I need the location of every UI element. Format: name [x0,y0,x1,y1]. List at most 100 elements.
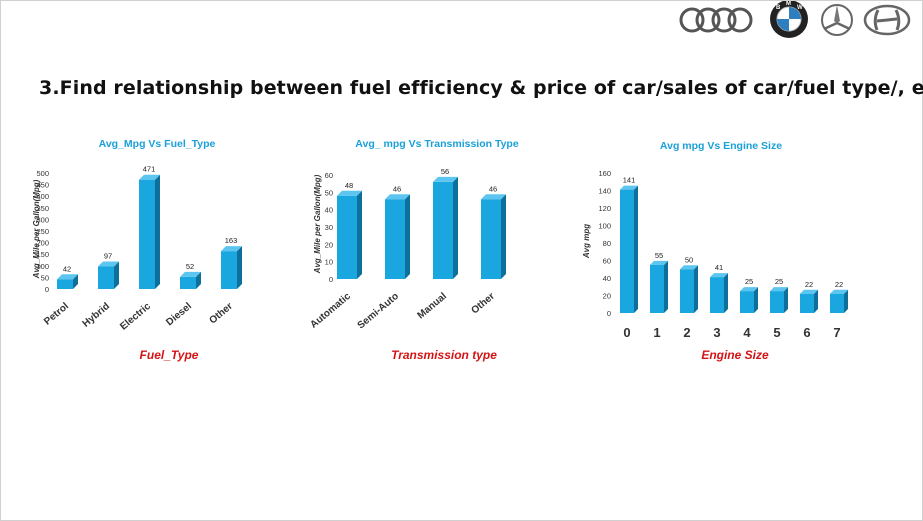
x-tick-label: Electric [118,301,153,333]
bar [800,293,814,313]
x-tick-label: Petrol [42,301,71,328]
bmw-letter-b: B [776,5,781,11]
bar-top [830,289,848,294]
y-tick-label: 300 [36,215,49,224]
x-axis-label: Fuel_Type [140,348,199,362]
data-label: 46 [489,184,497,193]
bar-top [57,274,78,280]
y-tick-label: 10 [325,258,333,267]
y-tick-label: 100 [36,262,49,271]
bar-side [155,174,160,289]
data-label: 163 [225,236,238,245]
bar [740,291,754,313]
bar-side [196,271,201,289]
bar [385,199,405,279]
y-tick-label: 0 [607,309,611,318]
hyundai-logo [863,4,911,36]
y-tick-label: 60 [325,171,333,180]
chart-title: Avg_Mpg Vs Fuel_Type [99,138,216,150]
y-tick-label: 50 [41,273,49,282]
data-label: 52 [186,262,194,271]
data-label: 97 [104,251,112,260]
bar [710,277,724,313]
y-tick-label: 30 [325,223,333,232]
x-tick-label: 2 [683,325,690,340]
bar-side [501,194,506,279]
y-tick-label: 140 [598,187,611,196]
bar [650,264,664,313]
y-tick-label: 20 [603,292,611,301]
bar-top [180,271,201,277]
data-label: 41 [715,263,723,272]
y-tick-label: 50 [325,188,333,197]
y-tick-label: 200 [36,239,49,248]
bar [770,291,784,313]
bar-top [650,260,668,265]
bar [57,279,73,289]
bar-top [770,287,788,292]
bar-side [784,287,788,313]
y-tick-label: 40 [603,274,611,283]
bar [180,276,196,289]
bmw-letter-m: M [786,1,791,7]
bar-side [634,185,638,313]
x-tick-label: 0 [623,325,630,340]
data-label: 56 [441,167,449,176]
bar-top [98,261,119,267]
audi-logo [679,7,753,33]
y-tick-label: 120 [598,204,611,213]
data-label: 55 [655,251,663,260]
bar-side [814,289,818,313]
bar-top [680,265,698,270]
bar-top [481,194,506,200]
data-label: 50 [685,255,693,264]
brand-logos: B M W [679,1,911,38]
bar [481,199,501,279]
y-tick-label: 80 [603,239,611,248]
bar-top [740,287,758,292]
x-tick-label: Automatic [308,291,353,331]
bar-side [664,260,668,313]
x-tick-label: 4 [743,325,751,340]
data-label: 25 [775,277,783,286]
y-axis-label: Avg_Mile per Gallon(Mpg) [313,174,322,274]
bar-side [694,265,698,313]
data-label: 42 [63,264,71,273]
bar [620,189,634,313]
mercedes-logo [821,4,853,36]
bar-top [139,174,160,180]
data-label: 22 [805,280,813,289]
bar-side [237,246,242,289]
chart-title: Avg mpg Vs Engine Size [660,140,782,152]
x-tick-label: 3 [713,325,720,340]
bar-side [73,274,78,289]
y-tick-label: 100 [598,222,611,231]
y-axis-label: Avg mpg [582,224,591,259]
x-tick-label: 5 [773,325,780,340]
y-tick-label: 20 [325,240,333,249]
bar-top [221,246,242,252]
bar [98,266,114,289]
x-axis-label: Engine Size [701,348,769,362]
bar-top [710,273,728,278]
x-tick-label: Semi-Auto [356,291,401,332]
bar-side [754,287,758,313]
x-tick-label: 7 [833,325,840,340]
bar [433,181,453,279]
fuel-type-chart: Avg_Mpg Vs Fuel_Type Avg_Mile per Gallon(… [32,138,242,362]
transmission-chart: Avg_ mpg Vs Transmission Type Avg_Mile pe… [308,138,518,362]
y-tick-label: 250 [36,227,49,236]
bar [221,251,237,289]
bar-top [433,176,458,182]
x-tick-label: Other [469,291,497,317]
bar [139,179,155,289]
bar [337,195,357,279]
bmw-letter-w: W [797,5,803,11]
bar-top [620,185,638,190]
bar [680,269,694,313]
y-tick-label: 400 [36,192,49,201]
y-tick-label: 60 [603,257,611,266]
bmw-logo: B M W [770,1,808,38]
bar-top [337,190,362,196]
